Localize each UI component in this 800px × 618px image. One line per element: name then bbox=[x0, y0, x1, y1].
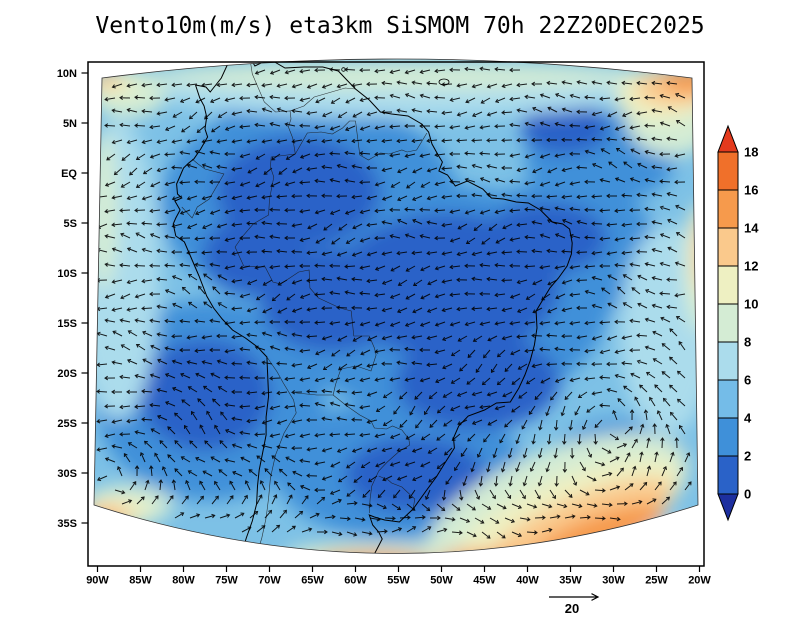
wind-speed-region bbox=[684, 203, 698, 333]
y-axis-tick-label: 10S bbox=[57, 268, 77, 280]
colorbar-segment bbox=[717, 455, 739, 495]
colorbar-segment bbox=[717, 303, 739, 343]
x-axis-tick-label: 45W bbox=[473, 575, 496, 587]
x-axis-tick-label: 35W bbox=[559, 575, 582, 587]
x-axis-tick-label: 20W bbox=[688, 575, 711, 587]
x-axis-tick-label: 85W bbox=[129, 575, 152, 587]
wind-speed-region bbox=[483, 202, 607, 274]
y-axis: 10N 5N EQ 5S 10S 15S 20S 25S 30S 35S bbox=[57, 68, 88, 530]
wind-speed-region bbox=[396, 334, 560, 430]
map-frame bbox=[87, 61, 705, 567]
colorbar-tick-label: 6 bbox=[744, 373, 751, 388]
wind-speed-region bbox=[139, 339, 271, 451]
y-axis-tick-label: 25S bbox=[57, 418, 77, 430]
reference-vector: 20 bbox=[549, 593, 600, 616]
domain-boundary bbox=[93, 58, 699, 554]
wind-speed-region bbox=[315, 553, 425, 554]
wind-speed-region bbox=[521, 102, 609, 154]
colorbar-segment bbox=[717, 379, 739, 419]
wind-speed-region bbox=[203, 215, 307, 295]
y-axis-tick-label: EQ bbox=[61, 168, 77, 180]
colorbar-tick-label: 14 bbox=[744, 221, 759, 236]
colorbar-under-arrow bbox=[717, 493, 739, 522]
country-border bbox=[249, 59, 296, 200]
colorbar: 18 16 14 12 10 8 6 4 2 0 bbox=[717, 124, 759, 522]
country-border bbox=[234, 198, 377, 396]
colorbar-tick-label: 0 bbox=[744, 487, 751, 502]
x-axis-tick-label: 30W bbox=[602, 575, 625, 587]
colorbar-segment bbox=[717, 227, 739, 267]
wind-speed-region bbox=[94, 513, 115, 529]
colorbar-segment bbox=[717, 151, 739, 191]
reference-vector-arrow bbox=[549, 593, 600, 601]
wind-speed-region bbox=[696, 214, 698, 290]
colorbar-segment bbox=[717, 341, 739, 381]
country-border bbox=[378, 475, 416, 510]
wind-speed-region bbox=[345, 437, 485, 513]
x-axis-tick-label: 90W bbox=[86, 575, 109, 587]
x-axis-tick-label: 25W bbox=[645, 575, 668, 587]
geography-layer bbox=[172, 59, 573, 554]
x-axis-tick-label: 80W bbox=[172, 575, 195, 587]
y-axis-tick-label: 5N bbox=[63, 118, 77, 130]
x-axis: 90W 85W 80W 75W 70W 65W 60W 55W 50W 45W 40W 35W 30W 2… bbox=[86, 566, 711, 587]
wind-speed-field bbox=[94, 62, 698, 570]
wind-speed-region bbox=[283, 543, 473, 554]
y-axis-tick-label: 20S bbox=[57, 368, 77, 380]
country-border bbox=[253, 356, 297, 554]
colorbar-over-arrow bbox=[717, 124, 739, 153]
y-axis-tick-label: 10N bbox=[57, 68, 77, 80]
x-axis-tick-label: 75W bbox=[215, 575, 238, 587]
wind-vector-arrows bbox=[96, 66, 692, 539]
colorbar-tick-label: 12 bbox=[744, 259, 758, 274]
colorbar-tick-label: 4 bbox=[744, 411, 752, 426]
x-axis-tick-label: 70W bbox=[258, 575, 281, 587]
x-axis-tick-label: 60W bbox=[344, 575, 367, 587]
y-axis-tick-label: 35S bbox=[57, 518, 77, 530]
colorbar-tick-label: 18 bbox=[744, 145, 758, 160]
x-axis-tick-label: 50W bbox=[430, 575, 453, 587]
x-axis-tick-label: 40W bbox=[516, 575, 539, 587]
wind-speed-region bbox=[94, 505, 132, 527]
country-border bbox=[332, 394, 411, 514]
x-axis-tick-label: 55W bbox=[387, 575, 410, 587]
wind-speed-region bbox=[148, 62, 648, 90]
coastline bbox=[172, 59, 573, 554]
country-border bbox=[289, 87, 356, 112]
colorbar-tick-label: 2 bbox=[744, 449, 751, 464]
colorbar-tick-label: 10 bbox=[744, 297, 758, 312]
country-border bbox=[295, 120, 428, 161]
figure-title: Vento10m(m/s) eta3km SiSMOM 70h 22Z20DEC… bbox=[95, 13, 705, 39]
colorbar-tick-label: 8 bbox=[744, 335, 751, 350]
x-axis-tick-label: 65W bbox=[301, 575, 324, 587]
y-axis-tick-label: 5S bbox=[64, 218, 77, 230]
colorbar-segment bbox=[717, 417, 739, 457]
colorbar-tick-label: 16 bbox=[744, 183, 758, 198]
reference-vector-label: 20 bbox=[565, 601, 579, 616]
wind-speed-region bbox=[438, 551, 522, 554]
island-marajo bbox=[438, 78, 450, 86]
colorbar-segment bbox=[717, 265, 739, 305]
wind-speed-region bbox=[342, 554, 438, 570]
country-border bbox=[296, 392, 334, 396]
colorbar-segment bbox=[717, 189, 739, 229]
country-border bbox=[181, 158, 225, 219]
y-axis-tick-label: 15S bbox=[57, 318, 77, 330]
wind-speed-region bbox=[662, 69, 698, 93]
y-axis-tick-label: 30S bbox=[57, 468, 77, 480]
